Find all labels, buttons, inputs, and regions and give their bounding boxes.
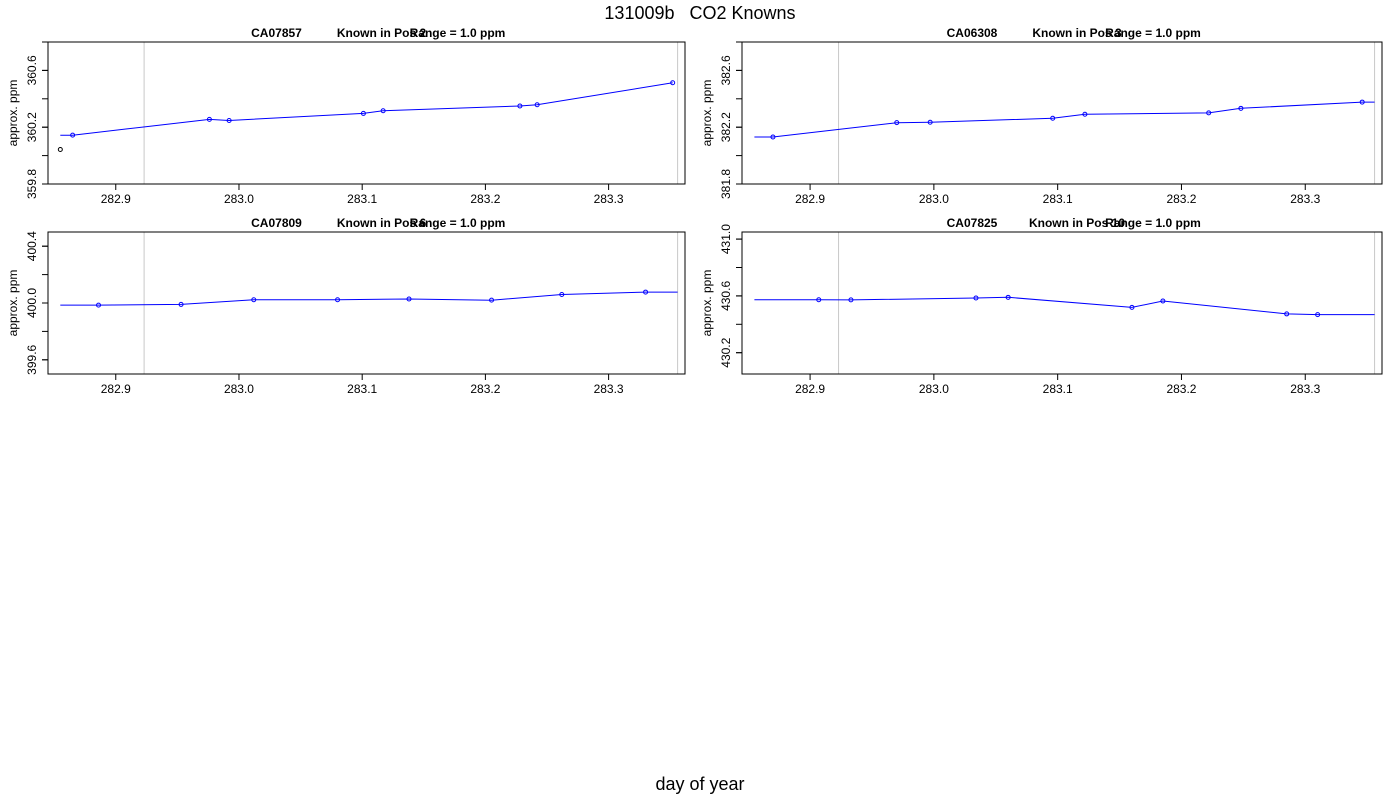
y-tick-label: 360.6 xyxy=(25,55,39,85)
x-tick-label: 283.1 xyxy=(1043,192,1073,206)
y-tick-label: 400.0 xyxy=(25,288,39,318)
y-tick-label: 399.6 xyxy=(25,344,39,374)
panel-title-part: CA06308 xyxy=(947,26,998,40)
y-tick-label: 430.6 xyxy=(719,281,733,311)
y-axis-label: approx. ppm xyxy=(700,80,714,147)
data-point xyxy=(206,116,212,122)
plot-frame xyxy=(47,41,686,185)
x-tick-label: 283.2 xyxy=(470,192,500,206)
panel-title-part: Known in Pos 6 xyxy=(337,216,427,230)
y-tick-label: 400.4 xyxy=(25,231,39,261)
data-point xyxy=(380,108,386,114)
plot-frame xyxy=(47,231,686,375)
data-point xyxy=(251,297,257,303)
series-line xyxy=(60,82,673,136)
data-point xyxy=(1206,110,1212,116)
x-tick-label: 283.0 xyxy=(919,382,949,396)
outlier-point xyxy=(57,146,63,152)
panel-title-part: CA07809 xyxy=(251,216,302,230)
panel-title-part: Known in Pos 2 xyxy=(337,26,427,40)
x-tick-label: 282.9 xyxy=(795,382,825,396)
data-point xyxy=(534,102,540,108)
x-tick-label: 282.9 xyxy=(795,192,825,206)
data-point xyxy=(973,295,979,301)
x-tick-label: 283.2 xyxy=(1166,382,1196,396)
data-point xyxy=(816,297,822,303)
data-point xyxy=(406,296,412,302)
data-point xyxy=(70,132,76,138)
data-point xyxy=(1315,312,1321,318)
data-point xyxy=(1050,115,1056,121)
x-tick-label: 283.0 xyxy=(224,382,254,396)
panel-title-part: CA07825 xyxy=(947,216,998,230)
x-tick-label: 283.2 xyxy=(470,382,500,396)
series-line xyxy=(60,291,678,306)
x-axis-caption: day of year xyxy=(655,774,745,794)
x-tick-label: 283.1 xyxy=(347,382,377,396)
y-axis-label: approx. ppm xyxy=(6,80,20,147)
data-point xyxy=(1005,294,1011,300)
x-tick-label: 283.1 xyxy=(1043,382,1073,396)
y-tick-label: 382.2 xyxy=(719,112,733,142)
data-point xyxy=(360,110,366,116)
figure-title: 131009b CO2 Knowns xyxy=(604,3,796,23)
y-tick-label: 381.8 xyxy=(719,169,733,199)
data-point xyxy=(178,301,184,307)
y-axis-label: approx. ppm xyxy=(6,270,20,337)
x-tick-label: 283.2 xyxy=(1166,192,1196,206)
y-tick-label: 431.0 xyxy=(719,224,733,254)
panel-title-part: Known in Pos 3 xyxy=(1032,26,1122,40)
plot-frame xyxy=(741,231,1383,375)
x-tick-label: 282.9 xyxy=(101,192,131,206)
data-point xyxy=(1082,111,1088,117)
x-tick-label: 283.3 xyxy=(594,192,624,206)
data-point xyxy=(226,118,232,124)
plot-frame xyxy=(741,41,1383,185)
panel-title-part: Range = 1.0 ppm xyxy=(410,216,506,230)
data-point xyxy=(1160,298,1166,304)
data-point xyxy=(1238,105,1244,111)
panel-title-part: Range = 1.0 ppm xyxy=(410,26,506,40)
data-point xyxy=(670,80,676,86)
x-tick-label: 282.9 xyxy=(101,382,131,396)
x-tick-label: 283.3 xyxy=(1290,382,1320,396)
data-point xyxy=(96,302,102,308)
y-tick-label: 430.2 xyxy=(719,337,733,367)
data-point xyxy=(770,134,776,140)
data-point xyxy=(335,297,341,303)
data-point xyxy=(927,119,933,125)
y-axis-label: approx. ppm xyxy=(700,270,714,337)
data-point xyxy=(894,120,900,126)
x-tick-label: 283.0 xyxy=(224,192,254,206)
series-line xyxy=(754,296,1375,316)
panel-title-part: CA07857 xyxy=(251,26,302,40)
panel-title-part: Known in Pos 10 xyxy=(1029,216,1125,230)
panel-title-part: Range = 1.0 ppm xyxy=(1105,216,1201,230)
data-point xyxy=(1129,304,1135,310)
data-point xyxy=(1284,311,1290,317)
data-point xyxy=(848,297,854,303)
x-tick-label: 283.0 xyxy=(919,192,949,206)
x-tick-label: 283.3 xyxy=(594,382,624,396)
x-tick-label: 283.1 xyxy=(347,192,377,206)
data-point xyxy=(517,103,523,109)
panel-title-part: Range = 1.0 ppm xyxy=(1105,26,1201,40)
y-tick-label: 360.2 xyxy=(25,112,39,142)
data-point xyxy=(1359,99,1365,105)
y-tick-label: 359.8 xyxy=(25,169,39,199)
y-tick-label: 382.6 xyxy=(719,55,733,85)
x-tick-label: 283.3 xyxy=(1290,192,1320,206)
data-point xyxy=(559,291,565,297)
data-point xyxy=(489,297,495,303)
series-line xyxy=(754,101,1375,138)
data-point xyxy=(643,289,649,295)
